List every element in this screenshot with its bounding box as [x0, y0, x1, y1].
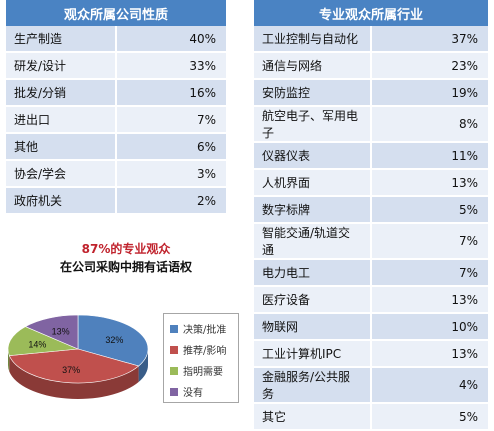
table-header: 专业观众所属行业 — [254, 0, 488, 26]
row-value: 7% — [370, 259, 488, 287]
row-value: 11% — [370, 142, 488, 170]
pie-chart: 32% 37% 14% 13% — [7, 314, 149, 399]
legend-swatch — [170, 345, 178, 354]
legend-label: 指明需要 — [183, 367, 223, 378]
row-value: 13% — [370, 340, 488, 368]
pie-data-label: 37% — [62, 365, 80, 375]
row-label: 智能交通/轨道交通 — [254, 223, 371, 260]
row-label: 批发/分销 — [6, 79, 116, 107]
legend-item: 指明需要 — [170, 360, 238, 381]
table-row: 工业计算机IPC 13% — [254, 340, 488, 368]
table-row: 通信与网络 23% — [254, 52, 488, 80]
row-value: 33% — [115, 52, 226, 80]
row-value: 7% — [115, 106, 226, 134]
row-label: 电力电工 — [254, 259, 371, 287]
row-label: 航空电子、军用电子 — [254, 106, 371, 143]
legend-swatch — [170, 324, 178, 333]
row-value: 16% — [115, 79, 226, 107]
legend-label: 决策/批准 — [183, 325, 227, 336]
table-row: 人机界面 13% — [254, 169, 488, 197]
row-value: 13% — [370, 169, 488, 197]
pie-slice — [77, 314, 149, 367]
table-header: 观众所属公司性质 — [6, 0, 226, 26]
table-row: 其它 5% — [254, 403, 488, 431]
row-label: 数字标牌 — [254, 196, 371, 224]
table-row: 金融服务/公共服务 4% — [254, 367, 488, 404]
legend-swatch — [170, 387, 178, 396]
pie-slice-side — [9, 355, 139, 399]
pie-heading-highlight: 87%的专业观众 — [81, 242, 171, 256]
row-label: 人机界面 — [254, 169, 371, 197]
row-label: 医疗设备 — [254, 286, 371, 314]
legend-label: 推荐/影响 — [183, 346, 227, 357]
legend-label: 没有 — [183, 388, 203, 399]
pie-slice-side — [138, 349, 148, 382]
row-label: 政府机关 — [6, 187, 116, 215]
row-label: 安防监控 — [254, 79, 371, 107]
industry-table: 专业观众所属行业 工业控制与自动化 37% 通信与网络 23% 安防监控 19% 航空电子、… — [254, 0, 488, 431]
row-value: 4% — [370, 367, 488, 404]
table-row: 工业控制与自动化 37% — [254, 26, 488, 53]
table-row: 政府机关 2% — [6, 187, 226, 215]
row-value: 3% — [115, 160, 226, 188]
table-row: 数字标牌 5% — [254, 196, 488, 224]
row-label: 研发/设计 — [6, 52, 116, 80]
legend-swatch — [170, 366, 178, 375]
row-value: 40% — [115, 26, 226, 53]
row-value: 10% — [370, 313, 488, 341]
row-label: 金融服务/公共服务 — [254, 367, 371, 404]
row-value: 23% — [370, 52, 488, 80]
table-row: 航空电子、军用电子 8% — [254, 106, 488, 143]
pie-heading-line2: 在公司采购中拥有话语权 — [59, 260, 192, 274]
row-value: 19% — [370, 79, 488, 107]
legend: 决策/批准推荐/影响指明需要没有 — [163, 313, 239, 403]
table-row: 进出口 7% — [6, 106, 226, 134]
table-row: 电力电工 7% — [254, 259, 488, 287]
row-value: 37% — [370, 26, 488, 53]
table-row: 仪器仪表 11% — [254, 142, 488, 170]
table-row: 其他 6% — [6, 133, 226, 161]
table-row: 协会/学会 3% — [6, 160, 226, 188]
pie-data-label: 13% — [52, 326, 70, 336]
row-label: 生产制造 — [6, 26, 116, 53]
row-label: 协会/学会 — [6, 160, 116, 188]
table-row: 智能交通/轨道交通 7% — [254, 223, 488, 260]
pie-data-label: 14% — [28, 340, 46, 350]
pie-slice — [8, 348, 140, 384]
row-value: 5% — [370, 403, 488, 431]
row-value: 2% — [115, 187, 226, 215]
company-type-table: 观众所属公司性质 生产制造 40% 研发/设计 33% 批发/分销 16% 进出口 7% 其他 6… — [6, 0, 226, 215]
row-value: 5% — [370, 196, 488, 224]
pie-slice-side — [8, 349, 10, 372]
row-label: 通信与网络 — [254, 52, 371, 80]
table-row: 物联网 10% — [254, 313, 488, 341]
table-row: 安防监控 19% — [254, 79, 488, 107]
pie-slice — [7, 326, 79, 356]
row-label: 进出口 — [6, 106, 116, 134]
table-row: 医疗设备 13% — [254, 286, 488, 314]
legend-item: 推荐/影响 — [170, 339, 238, 360]
row-label: 其它 — [254, 403, 371, 431]
row-label: 仪器仪表 — [254, 142, 371, 170]
row-label: 工业计算机IPC — [254, 340, 371, 368]
pie-data-label: 32% — [105, 335, 123, 345]
legend-item: 没有 — [170, 381, 238, 402]
row-value: 8% — [370, 106, 488, 143]
pie-heading-line1: 87%的专业观众 — [6, 240, 246, 257]
row-value: 7% — [370, 223, 488, 260]
pie-slice — [24, 314, 79, 350]
table-row: 生产制造 40% — [6, 26, 226, 53]
row-value: 13% — [370, 286, 488, 314]
legend-item: 决策/批准 — [170, 318, 238, 339]
table-row: 批发/分销 16% — [6, 79, 226, 107]
row-value: 6% — [115, 133, 226, 161]
row-label: 工业控制与自动化 — [254, 26, 371, 53]
table-row: 研发/设计 33% — [6, 52, 226, 80]
row-label: 其他 — [6, 133, 116, 161]
row-label: 物联网 — [254, 313, 371, 341]
